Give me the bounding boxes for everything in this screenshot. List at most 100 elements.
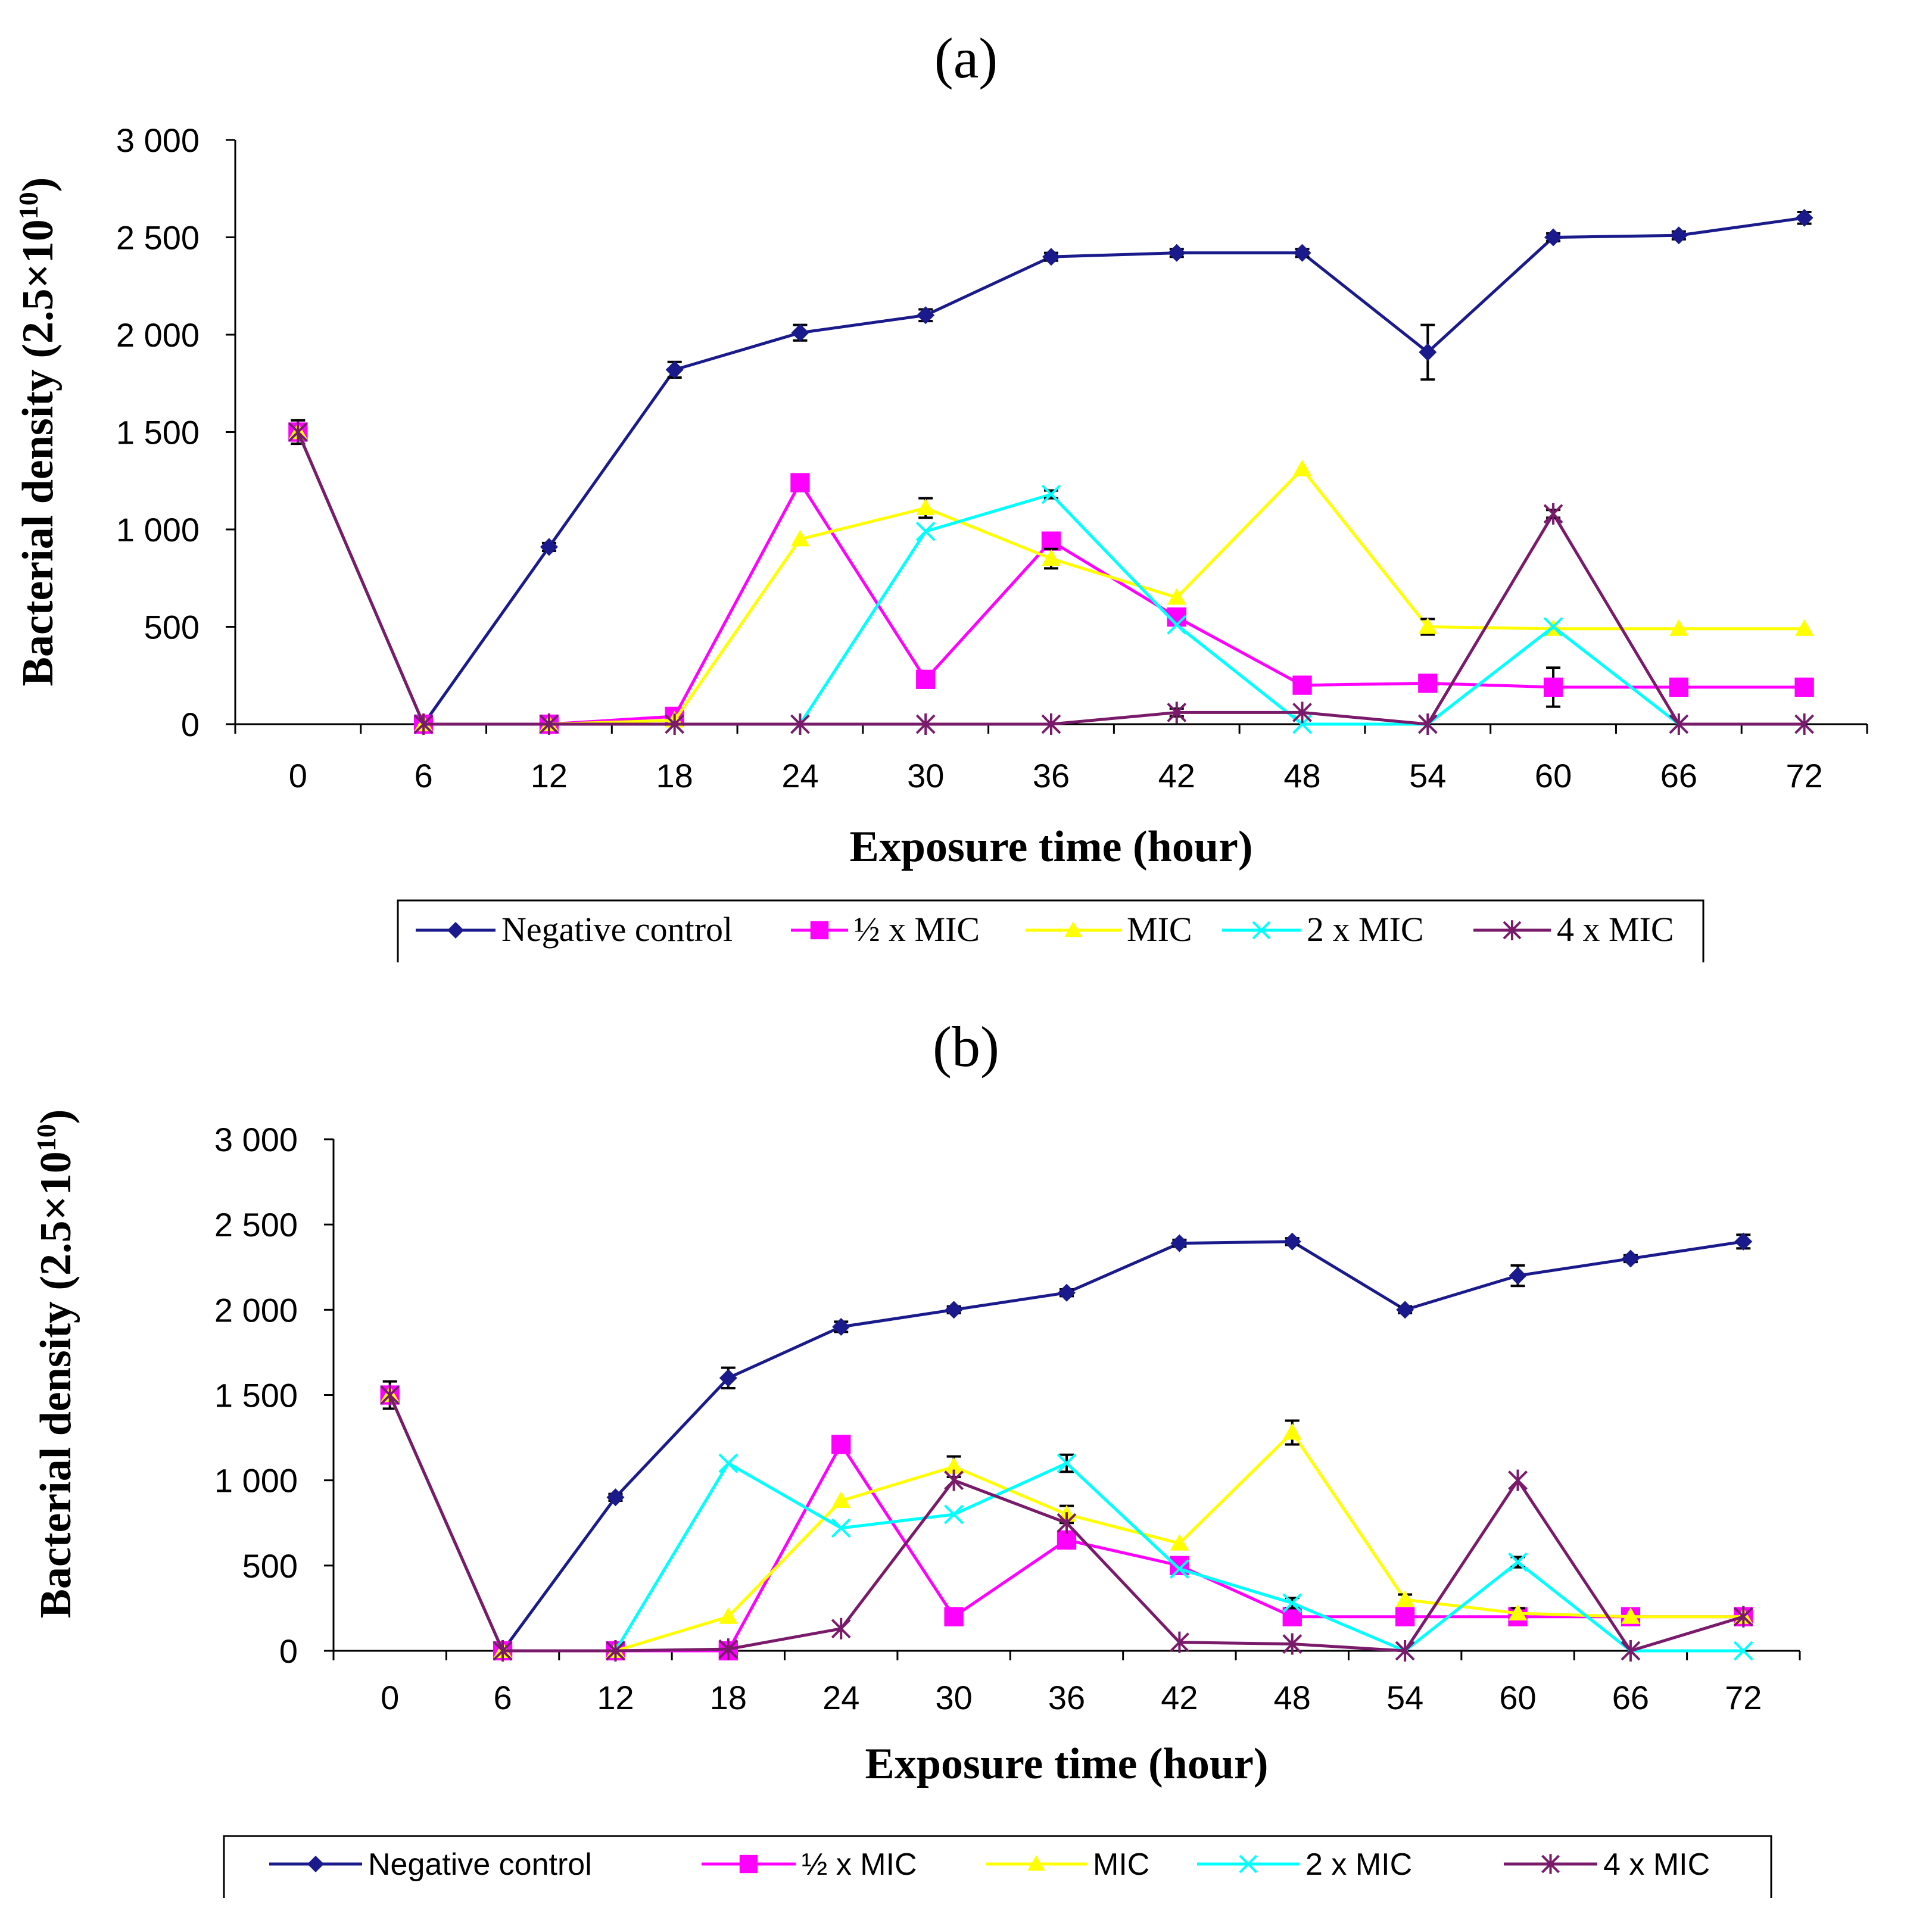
x-tick-label: 36 [1033,757,1070,794]
data-point [1169,1631,1189,1653]
data-point [915,521,936,541]
legend-marker [447,922,464,939]
data-point [945,1301,963,1319]
legend-marker [1027,1855,1045,1871]
data-point [1167,615,1187,635]
data-point [1508,1552,1528,1572]
y-tick-label: 500 [144,609,200,646]
legend-label: 2 x MIC [1305,1847,1412,1882]
legend-marker [307,1856,324,1872]
x-tick-label: 48 [1283,757,1320,794]
legend-label: ½ x MIC [854,910,980,949]
x-tick-label: 18 [656,757,693,794]
data-point [1621,1640,1641,1662]
data-point [1543,677,1563,697]
legend-marker [810,921,829,940]
data-point [719,1607,738,1624]
legend-marker [1064,921,1082,937]
x-tick-label: 12 [531,757,568,794]
series-line [297,431,1805,726]
data-point [1669,713,1689,735]
x-tick-label: 18 [710,1679,747,1716]
data-point [718,1453,738,1473]
legend-item: MIC [1026,910,1192,949]
x-tick-label: 42 [1158,757,1195,794]
x-tick-label: 72 [1725,1679,1762,1716]
data-point [1167,244,1186,262]
legend-marker [1239,1854,1258,1874]
data-point [1170,1234,1189,1252]
data-point [1283,1423,1302,1440]
legend-label: Negative control [501,910,733,949]
data-point [718,1638,738,1660]
x-tick-label: 42 [1161,1679,1198,1716]
data-point [790,473,810,493]
legend-marker [1252,921,1271,940]
series--x-mic [288,422,1814,734]
data-point [1795,208,1813,227]
legend-label: ½ x MIC [802,1847,917,1882]
x-axis-title: Exposure time (hour) [865,1740,1269,1788]
data-point [493,1640,513,1662]
data-point [1170,1533,1189,1551]
data-point [1417,713,1438,735]
data-point [665,713,685,735]
y-axis-title: Bacterial density (2.5×1010) [13,177,63,687]
data-point [1418,674,1438,693]
series-line [388,1240,1744,1654]
panel-label: (b) [933,1015,999,1079]
data-point [915,713,936,735]
x-tick-label: 0 [381,1679,399,1716]
legend-item: 2 x MIC [1222,910,1424,949]
data-point [1292,459,1312,476]
data-point [1167,702,1187,724]
data-point [1042,549,1061,566]
series-negative-control [289,208,1813,733]
data-point [1283,1232,1301,1251]
data-point [1669,677,1688,697]
data-point [832,1317,850,1336]
data-point [1057,1453,1077,1473]
data-point [944,1607,964,1626]
legend-item: 4 x MIC [1473,910,1674,949]
data-point [831,1435,851,1454]
data-point [1395,1640,1415,1662]
series-negative-control [381,1232,1753,1660]
data-point [413,713,434,735]
y-tick-label: 2 500 [214,1206,298,1243]
chart-panel-a: (a) 0 500 1 000 1 500 2 000 2 500 3 000 0 6 12 18 24… [13,26,1868,962]
y-tick-label: 500 [242,1547,298,1585]
legend-marker [739,1854,758,1874]
legend-marker [1503,920,1522,940]
data-point [1396,1301,1414,1319]
x-tick-label: 60 [1535,757,1572,794]
data-point [1543,503,1563,525]
y-tick-label: 1 500 [116,414,200,451]
y-tick-label: 1 000 [214,1462,298,1500]
data-point [1794,713,1815,735]
data-point [1419,343,1437,361]
data-point [719,1369,737,1387]
legend-label: 4 x MIC [1557,910,1674,949]
series-line [297,431,1805,726]
data-point [1794,619,1814,636]
x-tick-label: 6 [415,757,433,794]
data-point [1733,1606,1753,1628]
series-line [297,431,1805,726]
data-point [1041,531,1061,551]
x-tick-label: 24 [822,1679,859,1716]
data-point [540,538,558,556]
chart-panel-b: (b) 0 500 1 000 1 500 2 000 2 500 3 000 0 6 12 18 24… [31,1015,1801,1898]
legend-item: Negative control [269,1847,592,1882]
data-point [1544,228,1563,247]
x-axis-title: Exposure time (hour) [850,822,1253,871]
legend-label: 4 x MIC [1603,1847,1710,1882]
data-point [916,669,936,689]
legend-item: 4 x MIC [1504,1847,1710,1882]
y-tick-label: 1 500 [214,1377,298,1414]
data-point [539,713,559,735]
y-tick-label: 0 [181,706,200,743]
data-point [831,1491,850,1508]
data-point [1509,1267,1527,1285]
x-tick-label: 30 [907,757,944,794]
